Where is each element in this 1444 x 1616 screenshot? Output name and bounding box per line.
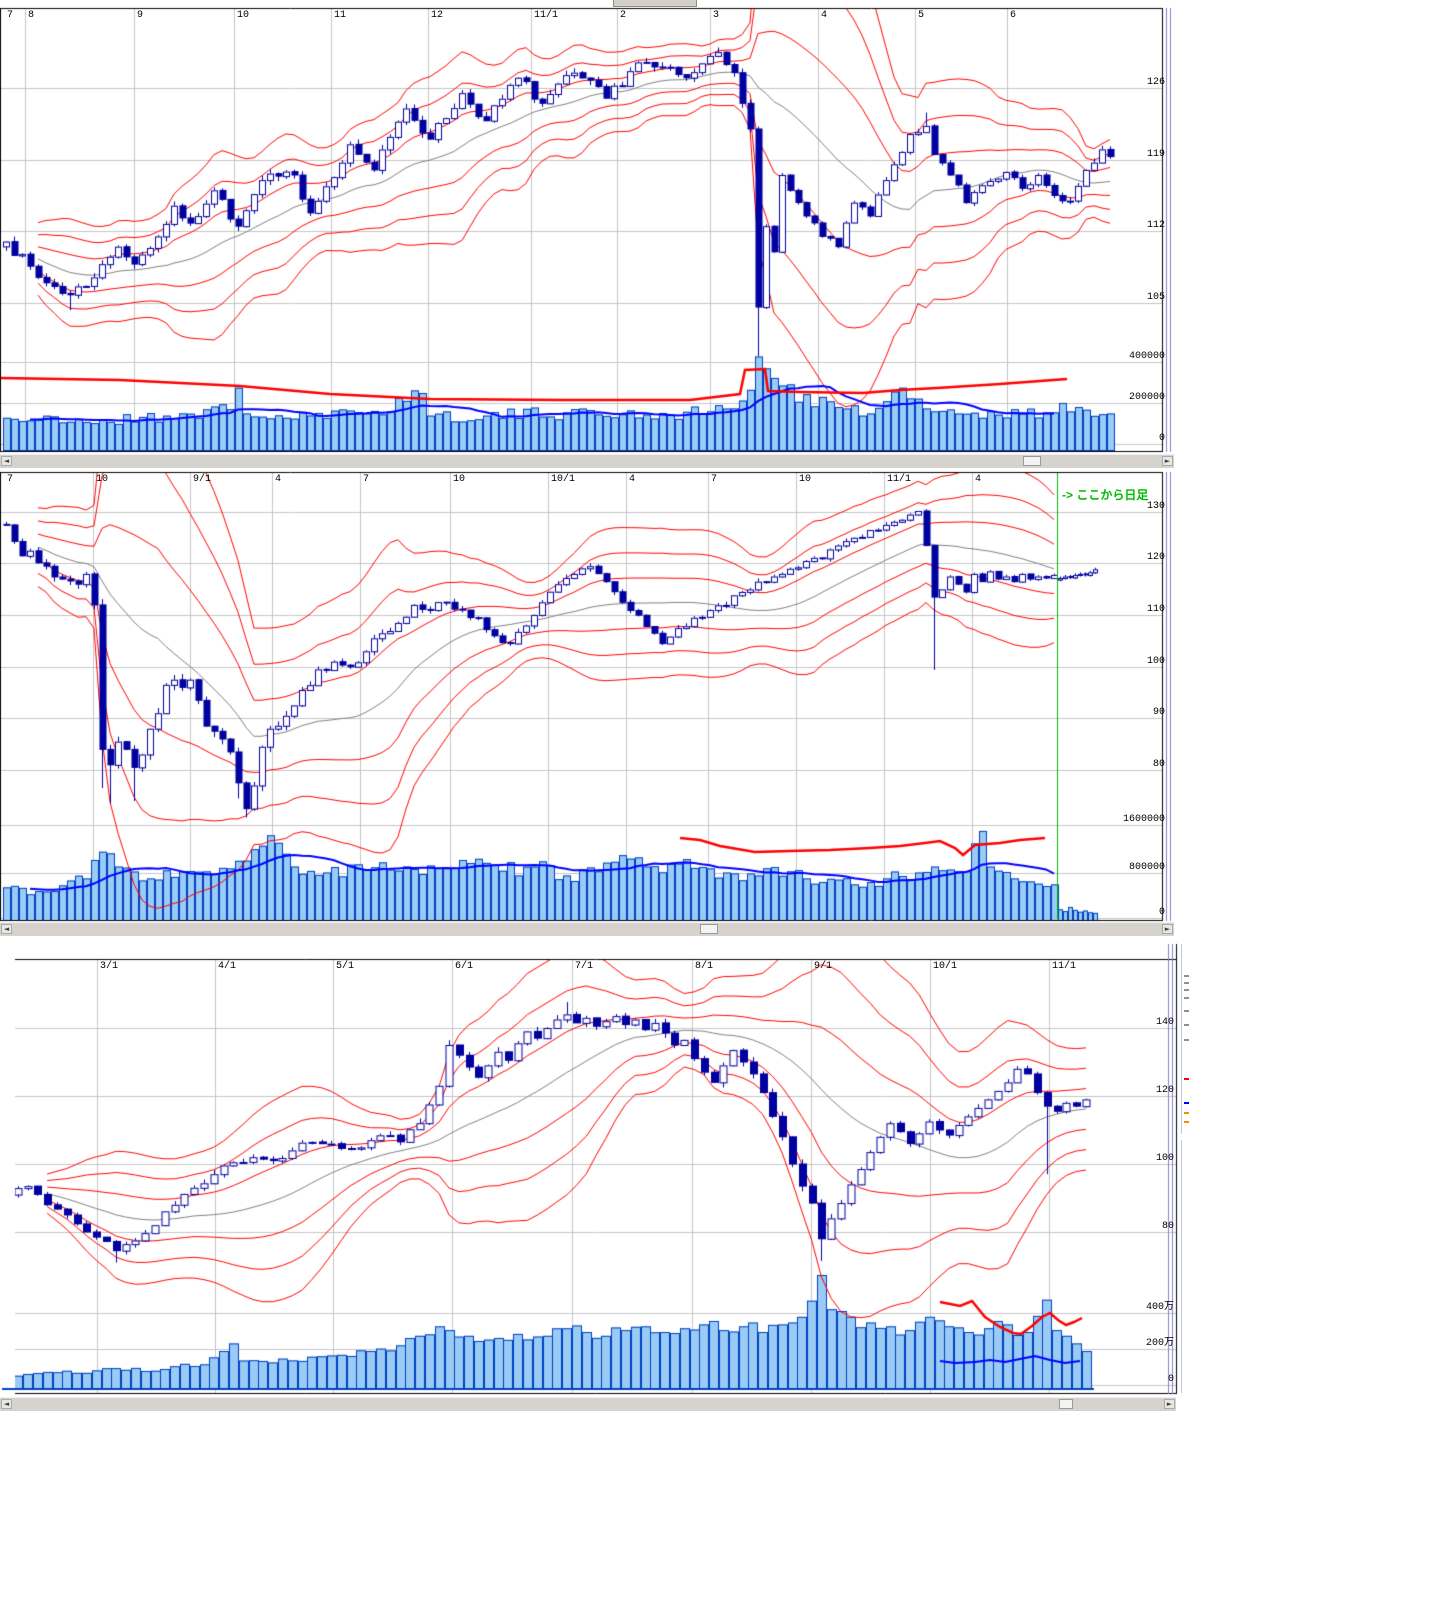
- legend-mark-icon: [1184, 975, 1189, 977]
- scrollbar-right-arrow-icon[interactable]: ►: [1162, 456, 1173, 466]
- legend-mark-icon: [1184, 1121, 1189, 1123]
- legend-mark-icon: [1184, 989, 1189, 991]
- legend-mark-icon: [1184, 1010, 1189, 1012]
- daily-annotation-text: -> ここから日足: [1062, 488, 1149, 502]
- scrollbar-right-arrow-icon[interactable]: ►: [1162, 924, 1173, 934]
- scrollbar-right-arrow-icon[interactable]: ►: [1164, 1399, 1175, 1409]
- scrollbar-thumb[interactable]: [1059, 1399, 1073, 1409]
- scrollbar-left-arrow-icon[interactable]: ◄: [1, 456, 12, 466]
- legend-mark-icon: [1184, 1024, 1189, 1026]
- legend-mark-icon: [1184, 1039, 1189, 1041]
- window-edge-fragment: [613, 0, 697, 7]
- legend-mark-icon: [1184, 1112, 1189, 1114]
- scrollbar-left-arrow-icon[interactable]: ◄: [1, 924, 12, 934]
- legend-mark-icon: [1184, 1102, 1189, 1104]
- horizontal-scrollbar-3[interactable]: ◄ ►: [0, 1397, 1176, 1411]
- legend-mark-icon: [1184, 997, 1189, 999]
- scrollbar-thumb[interactable]: [1023, 456, 1041, 466]
- scrollbar-left-arrow-icon[interactable]: ◄: [1, 1399, 12, 1409]
- panel-edge-line: [1181, 1140, 1182, 1393]
- horizontal-scrollbar-2[interactable]: ◄ ►: [0, 922, 1174, 936]
- horizontal-scrollbar-1[interactable]: ◄ ►: [0, 454, 1174, 468]
- panel-edge-line: [1181, 944, 1182, 1134]
- scrollbar-thumb[interactable]: [700, 924, 718, 934]
- legend-mark-icon: [1184, 982, 1189, 984]
- legend-mark-icon: [1184, 1078, 1189, 1080]
